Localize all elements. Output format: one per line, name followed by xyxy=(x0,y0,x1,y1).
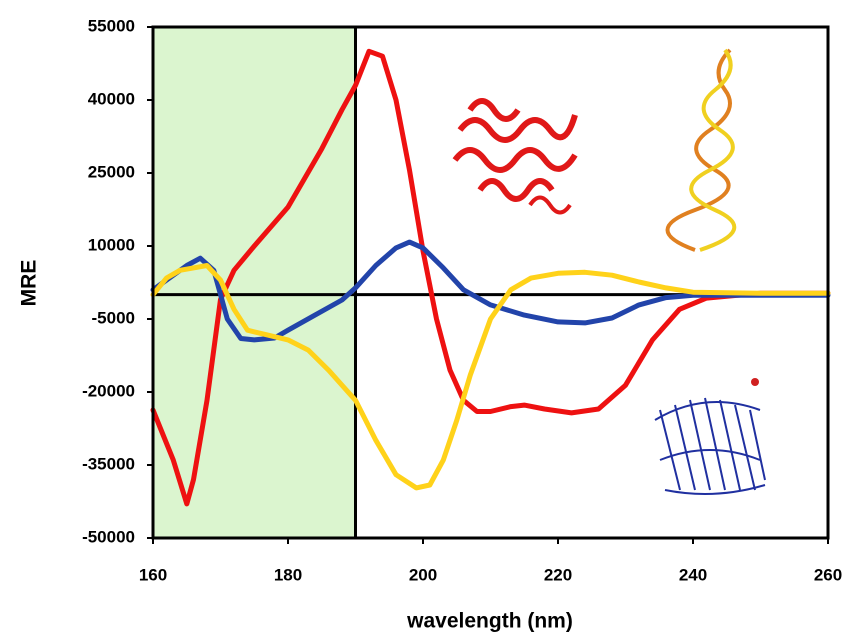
collagen-icon xyxy=(665,48,737,252)
y-tick-label: -20000 xyxy=(82,381,135,400)
y-tick-label: 55000 xyxy=(88,16,135,35)
series-line xyxy=(150,263,831,491)
y-tick-label: 40000 xyxy=(88,89,135,108)
x-tick-label: 240 xyxy=(679,565,707,584)
y-tick-label: -5000 xyxy=(92,308,135,327)
plot-frame xyxy=(151,25,830,540)
y-tick-label: 10000 xyxy=(88,235,135,254)
x-axis-label: wavelength (nm) xyxy=(406,610,573,633)
y-tick-label: -35000 xyxy=(82,454,135,473)
x-tick-label: 260 xyxy=(814,565,842,584)
x-tick-label: 220 xyxy=(544,565,572,584)
y-tick-label: 25000 xyxy=(88,162,135,181)
plot-area: -50000 -35000 -20000 -5000 10000 25000 40000 55… xyxy=(82,16,842,584)
series-line xyxy=(150,239,831,343)
x-tick-label: 200 xyxy=(409,565,437,584)
x-tick-label: 160 xyxy=(139,565,167,584)
y-axis-label: MRE xyxy=(18,260,41,307)
y-tick-label: -50000 xyxy=(82,527,135,546)
series-line xyxy=(150,48,831,507)
beta-barrel-icon xyxy=(654,378,766,495)
shaded-region xyxy=(153,27,356,538)
helix-protein-icon xyxy=(452,98,578,215)
x-tick-label: 180 xyxy=(274,565,302,584)
